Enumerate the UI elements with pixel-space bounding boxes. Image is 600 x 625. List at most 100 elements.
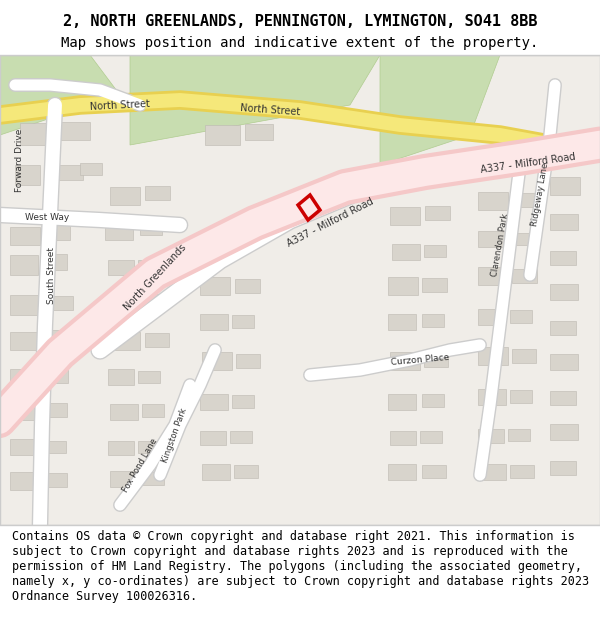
Bar (145, 186, 170, 200)
Text: Kingston Park: Kingston Park (161, 406, 189, 464)
Bar (512, 269, 537, 283)
Bar (138, 294, 160, 307)
Bar (138, 371, 160, 383)
Text: Clarendon Park: Clarendon Park (490, 213, 510, 278)
Polygon shape (380, 55, 500, 165)
Bar (232, 315, 254, 328)
Text: West Way: West Way (25, 213, 69, 221)
Bar (478, 192, 508, 210)
Bar (142, 472, 164, 485)
Bar (55, 165, 83, 180)
Bar (512, 193, 536, 207)
Bar (550, 214, 578, 230)
Bar (480, 155, 512, 175)
Bar (425, 206, 450, 220)
Bar (48, 296, 73, 310)
Bar (478, 389, 506, 405)
Bar (245, 124, 273, 140)
Bar (10, 255, 38, 275)
Text: Contains OS data © Crown copyright and database right 2021. This information is : Contains OS data © Crown copyright and d… (12, 530, 589, 603)
Bar (110, 332, 140, 350)
Bar (550, 177, 580, 195)
Bar (142, 404, 164, 417)
Polygon shape (0, 55, 120, 135)
Bar (230, 431, 252, 443)
Bar (15, 165, 40, 185)
Bar (516, 155, 542, 170)
Bar (550, 391, 576, 405)
Text: Map shows position and indicative extent of the property.: Map shows position and indicative extent… (61, 36, 539, 50)
Bar (10, 439, 38, 455)
Bar (510, 310, 532, 323)
Bar (478, 347, 508, 365)
Bar (110, 404, 138, 420)
Text: Ridgeway Lane: Ridgeway Lane (530, 162, 550, 228)
Bar (422, 314, 444, 327)
Bar (138, 260, 162, 273)
Bar (200, 277, 230, 295)
Bar (550, 461, 576, 475)
Bar (236, 354, 260, 368)
Text: North Street: North Street (240, 103, 301, 117)
Bar (478, 309, 506, 325)
Bar (512, 349, 536, 363)
Bar (422, 465, 446, 478)
Bar (110, 471, 138, 487)
Bar (45, 254, 67, 270)
Bar (45, 225, 70, 240)
Bar (422, 394, 444, 407)
Bar (42, 441, 66, 453)
Bar (510, 390, 532, 403)
Bar (388, 314, 416, 330)
Bar (420, 431, 442, 443)
Text: South Street: South Street (47, 246, 56, 304)
Bar (510, 233, 532, 245)
Bar (200, 314, 228, 330)
Text: Curzon Place: Curzon Place (390, 353, 449, 367)
Bar (10, 227, 40, 245)
Bar (392, 244, 420, 260)
Bar (140, 221, 162, 235)
Bar (550, 424, 578, 440)
Bar (422, 278, 447, 292)
Bar (478, 267, 508, 285)
Text: Fox Pond Lane: Fox Pond Lane (121, 436, 159, 494)
Text: A337 - Milford Road: A337 - Milford Road (480, 151, 576, 174)
Bar (105, 224, 133, 240)
Bar (108, 441, 134, 455)
Bar (550, 321, 576, 335)
Bar (234, 465, 258, 478)
Bar (108, 260, 134, 275)
Bar (388, 464, 416, 480)
Bar (232, 395, 254, 408)
Bar (202, 352, 232, 370)
Bar (550, 284, 578, 300)
Bar (10, 402, 40, 420)
Bar (390, 431, 416, 445)
Bar (478, 464, 506, 480)
Text: North Street: North Street (90, 98, 151, 112)
Bar (388, 394, 416, 410)
Bar (390, 352, 420, 370)
Bar (45, 330, 69, 345)
Bar (550, 251, 576, 265)
Bar (108, 369, 134, 385)
Text: North Greenlands: North Greenlands (122, 242, 188, 312)
Bar (10, 472, 40, 490)
Bar (42, 369, 68, 383)
Bar (60, 122, 90, 140)
Text: 2, NORTH GREENLANDS, PENNINGTON, LYMINGTON, SO41 8BB: 2, NORTH GREENLANDS, PENNINGTON, LYMINGT… (63, 14, 537, 29)
Bar (508, 429, 530, 441)
Bar (10, 369, 38, 385)
Bar (20, 123, 55, 145)
Bar (478, 231, 506, 247)
Bar (424, 353, 448, 367)
Bar (200, 394, 228, 410)
Text: Forward Drive: Forward Drive (16, 128, 25, 192)
Bar (205, 125, 240, 145)
Bar (10, 295, 42, 315)
Bar (510, 465, 534, 478)
Bar (200, 431, 226, 445)
Bar (550, 354, 578, 370)
Bar (138, 441, 158, 453)
